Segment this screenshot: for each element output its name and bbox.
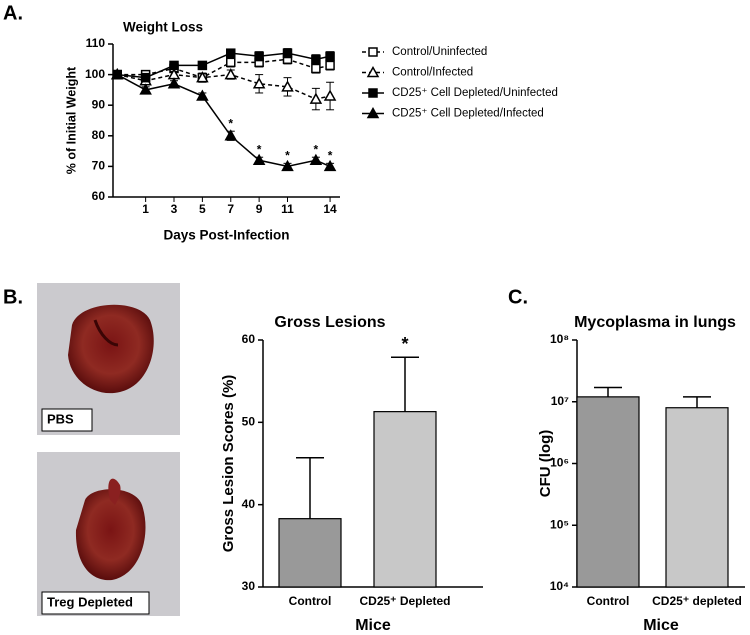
marker <box>325 60 335 71</box>
x-tick-label: CD25⁺ depleted <box>652 594 742 608</box>
legend-marker <box>368 88 378 98</box>
x-tick-label: 14 <box>323 202 337 216</box>
marker <box>309 92 323 104</box>
marker <box>139 83 152 95</box>
marker <box>311 63 321 74</box>
marker <box>140 72 151 83</box>
lung <box>68 304 154 394</box>
marker <box>323 159 337 172</box>
marker <box>169 60 179 71</box>
y-tick-label: 60 <box>242 332 256 346</box>
y-axis-label: CFU (log) <box>537 430 554 497</box>
marker <box>167 77 181 89</box>
x-axis-label: Mice <box>355 617 391 634</box>
x-tick-label: Control <box>289 594 332 608</box>
annotation: * <box>257 142 262 156</box>
marker <box>311 54 321 65</box>
marker <box>224 68 238 80</box>
x-axis-label: Days Post-Infection <box>163 228 289 243</box>
x-tick-label: 11 <box>281 202 294 216</box>
marker <box>196 71 209 83</box>
y-tick-label: 10⁵ <box>550 517 569 531</box>
marker <box>325 51 335 61</box>
annotation: * <box>285 149 290 163</box>
chart-title: Mycoplasma in lungs <box>574 314 736 331</box>
y-tick-label: 90 <box>92 97 106 111</box>
legend-marker <box>366 65 380 78</box>
y-axis-label: Gross Lesion Scores (%) <box>220 375 237 553</box>
chart-title: Gross Lesions <box>274 314 385 331</box>
bar <box>665 407 729 588</box>
chart-title: Weight Loss <box>123 20 203 35</box>
legend-label: CD25⁺ Cell Depleted/Uninfected <box>392 87 558 99</box>
annotation: * <box>328 149 333 163</box>
x-tick-label: 9 <box>256 202 263 216</box>
annotation: * <box>228 116 233 130</box>
y-axis-label: % of Initial Weight <box>64 66 78 174</box>
x-axis-label: Mice <box>643 617 679 634</box>
legend-label: CD25⁺ Cell Depleted/Infected <box>392 108 544 120</box>
bar <box>278 518 342 588</box>
legend-label: Control/Uninfected <box>392 46 487 58</box>
marker <box>110 68 124 80</box>
lung <box>75 489 146 581</box>
marker <box>252 153 266 166</box>
y-tick-label: 10⁶ <box>550 456 569 470</box>
y-tick-label: 10⁷ <box>551 394 569 408</box>
y-tick-label: 60 <box>92 189 106 203</box>
x-tick-label: 1 <box>142 202 149 216</box>
marker <box>309 153 323 166</box>
photo-label-box <box>41 591 150 615</box>
panel-label: C. <box>508 286 528 308</box>
marker <box>224 129 238 141</box>
panel-label: B. <box>3 286 23 308</box>
x-tick-label: Control <box>587 594 630 608</box>
photo-1: PBS <box>37 283 180 435</box>
photo-label: Treg Depleted <box>47 594 133 609</box>
legend-marker <box>366 106 380 119</box>
photo-2: Treg Depleted <box>37 452 180 616</box>
marker <box>197 60 208 71</box>
legend-label: Control/Infected <box>392 67 473 79</box>
marker <box>281 159 294 172</box>
y-tick-label: 10⁸ <box>550 332 569 346</box>
legend-marker <box>368 47 378 57</box>
y-tick-label: 70 <box>92 159 106 173</box>
bar <box>576 396 640 588</box>
marker <box>281 80 294 92</box>
marker <box>196 89 209 101</box>
x-tick-label: 7 <box>227 202 234 216</box>
y-tick-label: 30 <box>242 579 256 593</box>
y-tick-label: 80 <box>92 128 106 142</box>
x-tick-label: CD25⁺ Depleted <box>359 594 450 608</box>
trachea <box>108 478 121 505</box>
annotation: * <box>314 142 319 156</box>
annotation: * <box>401 334 408 354</box>
photo-label: PBS <box>47 411 74 426</box>
lung-detail <box>93 319 119 347</box>
x-tick-label: 5 <box>199 202 206 216</box>
photo-label-box <box>41 408 93 432</box>
marker <box>226 57 236 68</box>
marker <box>252 77 266 89</box>
marker <box>254 51 264 61</box>
x-tick-label: 3 <box>171 202 178 216</box>
bar <box>373 411 437 588</box>
marker <box>282 48 293 58</box>
y-tick-label: 110 <box>86 36 106 50</box>
y-tick-label: 40 <box>242 497 256 511</box>
y-tick-label: 50 <box>242 415 256 429</box>
marker <box>226 48 236 58</box>
y-tick-label: 10⁴ <box>550 579 569 593</box>
panel-label: A. <box>3 2 23 24</box>
marker <box>323 89 337 101</box>
y-tick-label: 100 <box>85 67 105 81</box>
